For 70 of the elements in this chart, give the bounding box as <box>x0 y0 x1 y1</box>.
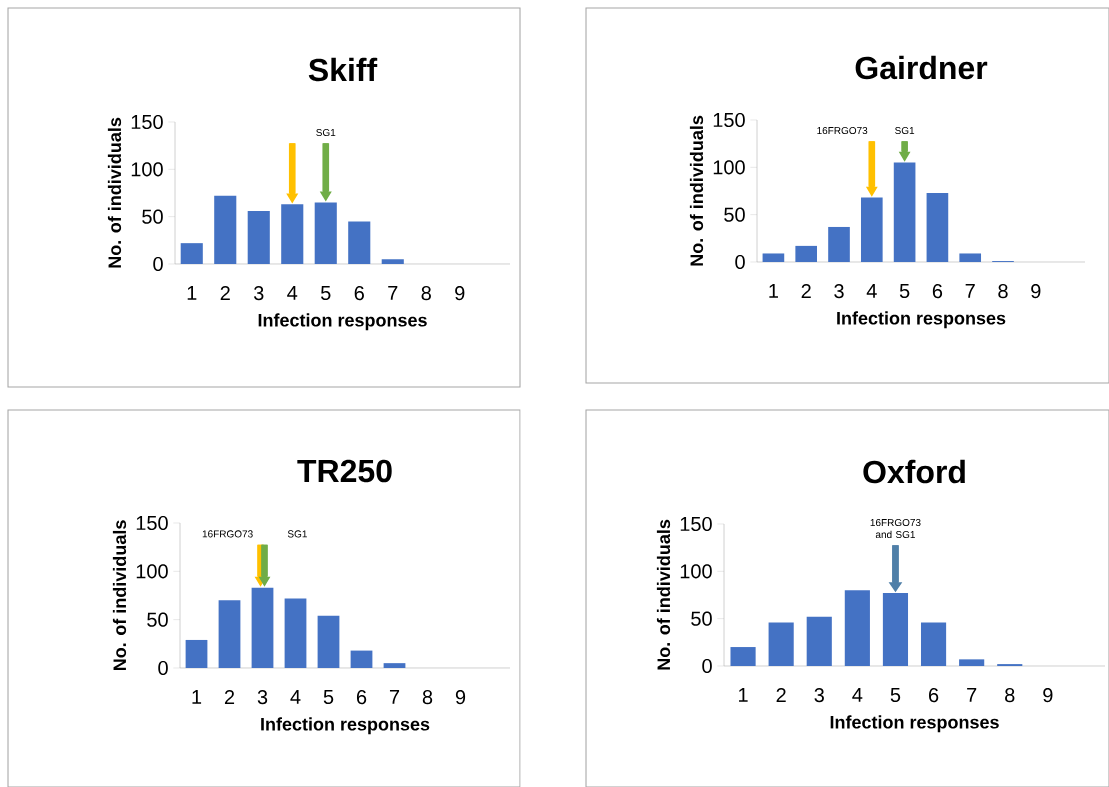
y-tick-label: 0 <box>735 254 745 270</box>
x-axis-title: Infection responses <box>261 717 430 735</box>
y-tick-label: 0 <box>158 660 168 676</box>
x-tick-label: 8 <box>1005 688 1015 703</box>
x-tick-label: 2 <box>224 690 235 704</box>
y-tick-label: 150 <box>131 114 163 130</box>
x-tick-label: 5 <box>320 286 331 300</box>
x-tick-label: 6 <box>356 690 367 705</box>
y-axis-title: No. of individuals <box>656 519 671 670</box>
x-tick-label: 9 <box>1031 284 1041 299</box>
y-tick-label: 100 <box>680 564 712 579</box>
x-tick-label: 6 <box>354 286 364 301</box>
x-tick-label: 7 <box>388 286 398 300</box>
x-tick-label: 2 <box>801 284 811 298</box>
chart-title: TR250 <box>297 459 392 483</box>
x-tick-label: 7 <box>965 284 975 298</box>
x-tick-label: 9 <box>455 286 465 301</box>
x-tick-label: 4 <box>287 286 298 300</box>
y-tick-label: 50 <box>691 611 712 626</box>
y-tick-label: 50 <box>142 209 163 224</box>
x-tick-label: 6 <box>929 688 939 703</box>
y-axis-title: No. of individuals <box>112 520 127 671</box>
x-tick-label: 2 <box>776 688 786 702</box>
y-tick-label: 150 <box>713 112 745 128</box>
x-tick-label: 1 <box>739 688 748 702</box>
x-tick-label: 4 <box>852 688 863 702</box>
x-tick-label: 3 <box>257 690 268 705</box>
x-tick-label: 4 <box>290 690 301 704</box>
x-tick-label: 2 <box>220 286 230 300</box>
ref-line-label: 16FRGO73 <box>817 127 868 135</box>
y-tick-label: 150 <box>136 515 168 531</box>
x-tick-label: 8 <box>998 284 1008 299</box>
x-axis-title: Infection responses <box>837 311 1006 329</box>
y-tick-label: 150 <box>680 516 712 532</box>
y-tick-label: 50 <box>724 207 745 222</box>
y-tick-label: 0 <box>702 658 712 674</box>
chart-title: Gairdner <box>855 55 988 80</box>
x-tick-label: 5 <box>323 690 334 704</box>
chart-title: Oxford <box>863 459 965 484</box>
x-tick-label: 9 <box>1043 688 1053 703</box>
chart-title: Skiff <box>308 57 378 82</box>
ref-line-label: 16FRGO73 <box>202 530 253 538</box>
ref-line-label: SG1 <box>287 530 307 538</box>
y-tick-label: 100 <box>136 564 168 579</box>
y-axis-title: No. of individuals <box>107 117 122 268</box>
ref-line-label: SG1 <box>316 129 336 137</box>
x-tick-label: 3 <box>253 286 264 301</box>
x-tick-label: 3 <box>814 688 824 703</box>
x-tick-label: 6 <box>932 284 943 299</box>
ref-line-label: SG1 <box>895 127 915 135</box>
x-tick-label: 3 <box>834 284 844 299</box>
x-tick-label: 1 <box>769 284 778 298</box>
x-tick-label: 5 <box>899 284 910 298</box>
x-tick-label: 1 <box>187 286 197 300</box>
x-tick-label: 7 <box>389 690 400 704</box>
y-axis-title: No. of individuals <box>689 115 704 266</box>
y-tick-label: 100 <box>713 160 745 175</box>
x-tick-label: 7 <box>967 688 977 702</box>
x-tick-label: 1 <box>192 690 202 704</box>
x-tick-label: 5 <box>890 688 901 702</box>
y-tick-label: 50 <box>147 612 168 627</box>
x-axis-title: Infection responses <box>258 313 427 331</box>
x-tick-label: 8 <box>421 286 431 301</box>
y-tick-label: 100 <box>131 162 163 177</box>
x-axis-title: Infection responses <box>830 715 999 733</box>
x-tick-label: 8 <box>422 690 433 705</box>
ref-line-label: 16FRGO73 and SG1 <box>870 519 921 539</box>
x-tick-label: 9 <box>455 690 466 705</box>
y-tick-label: 0 <box>153 256 163 272</box>
x-tick-label: 4 <box>866 284 877 298</box>
